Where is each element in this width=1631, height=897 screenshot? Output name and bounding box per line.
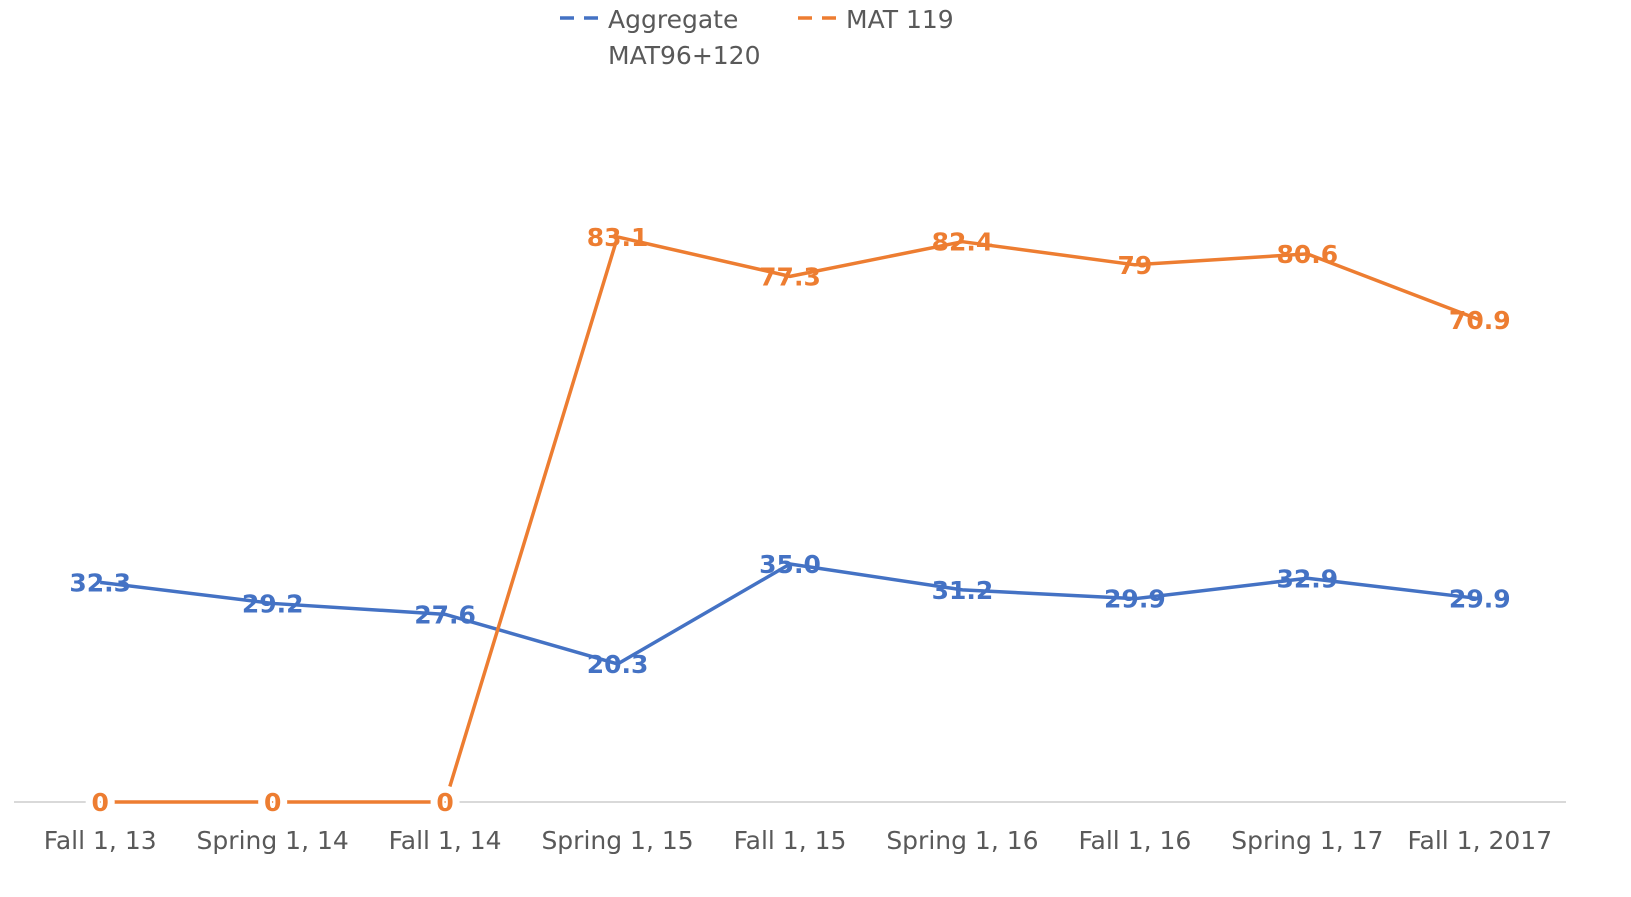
- data-label: 77.3: [759, 262, 821, 291]
- data-label: 20.3: [587, 650, 649, 679]
- data-label: 29.2: [242, 589, 304, 618]
- x-tick-label: Spring 1, 16: [886, 826, 1038, 855]
- data-label: 32.9: [1276, 564, 1338, 593]
- data-label: 83.1: [587, 223, 649, 252]
- legend-swatch: [798, 16, 844, 20]
- data-label: 32.3: [69, 568, 131, 597]
- x-tick-label: Fall 1, 2017: [1407, 826, 1552, 855]
- data-label: 0: [436, 788, 453, 817]
- data-label: 80.6: [1276, 240, 1338, 269]
- data-label: 27.6: [414, 600, 476, 629]
- x-tick-label: Fall 1, 16: [1078, 826, 1191, 855]
- x-tick-label: Fall 1, 13: [44, 826, 157, 855]
- x-tick-label: Fall 1, 14: [389, 826, 502, 855]
- legend-item: Aggregate MAT96+120: [560, 2, 778, 74]
- data-label: 29.9: [1104, 585, 1166, 614]
- x-tick-label: Spring 1, 15: [541, 826, 693, 855]
- data-label: 29.9: [1449, 585, 1511, 614]
- data-label: 79: [1117, 251, 1152, 280]
- x-tick-label: Spring 1, 17: [1231, 826, 1383, 855]
- x-tick-label: Fall 1, 15: [734, 826, 847, 855]
- data-label: 82.4: [932, 228, 994, 257]
- data-label: 0: [264, 788, 281, 817]
- legend-item: MAT 119: [798, 2, 954, 38]
- legend-label: MAT 119: [846, 5, 954, 34]
- x-tick-label: Spring 1, 14: [197, 826, 349, 855]
- data-label: 70.9: [1449, 306, 1511, 335]
- legend-label: Aggregate MAT96+120: [608, 5, 761, 70]
- legend-swatch: [560, 16, 606, 20]
- series-line: [100, 235, 1481, 804]
- data-label: 31.2: [932, 576, 994, 605]
- series-line: [100, 562, 1480, 666]
- data-label: 0: [92, 788, 109, 817]
- data-label: 35.0: [759, 550, 821, 579]
